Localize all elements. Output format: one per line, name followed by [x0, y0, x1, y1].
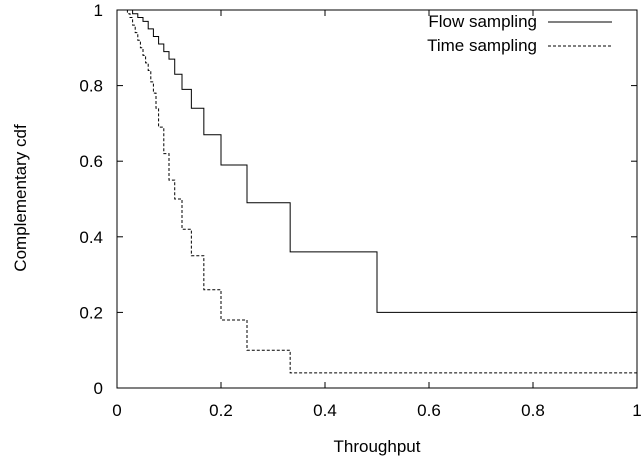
legend-label-time-sampling: Time sampling — [427, 36, 537, 55]
x-tick-label: 0.4 — [313, 401, 337, 420]
series-layer — [117, 9, 637, 374]
y-tick-label: 0.2 — [79, 303, 103, 322]
x-tick-label: 1 — [632, 401, 641, 420]
legend-label-flow-sampling: Flow sampling — [428, 12, 537, 31]
x-tick-label: 0.2 — [209, 401, 233, 420]
y-tick-label: 0.6 — [79, 152, 103, 171]
y-tick-label: 1 — [94, 1, 103, 20]
y-tick-label: 0.4 — [79, 228, 103, 247]
x-tick-label: 0.6 — [417, 401, 441, 420]
x-axis-label: Throughput — [334, 437, 421, 456]
x-tick-label: 0 — [112, 401, 121, 420]
plot-border — [116, 9, 638, 389]
x-tick-label: 0.8 — [521, 401, 545, 420]
y-axis-label: Complementary cdf — [11, 124, 30, 272]
legend: Flow sampling Time sampling — [427, 12, 612, 55]
series-line-time-sampling — [117, 9, 637, 374]
tick-labels: 0 0.2 0.4 0.6 0.8 1 0 0.2 0.4 0.6 0.8 1 — [79, 1, 641, 420]
plot-frame — [116, 9, 638, 389]
y-tick-label: 0 — [94, 379, 103, 398]
axis-ticks — [116, 9, 638, 389]
series-line-flow-sampling — [117, 9, 637, 313]
y-tick-label: 0.8 — [79, 77, 103, 96]
